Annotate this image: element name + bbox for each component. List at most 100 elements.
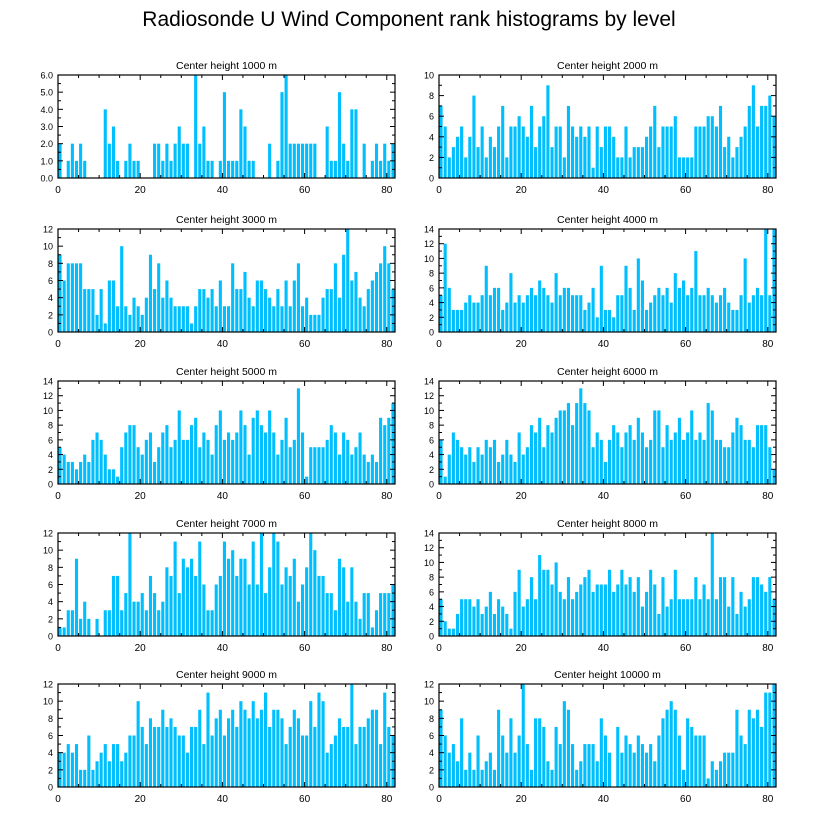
- bar: [99, 289, 103, 332]
- bar: [153, 143, 157, 178]
- x-tick-label: 20: [516, 794, 528, 805]
- bar: [484, 439, 488, 484]
- x-tick-label: 60: [680, 491, 692, 502]
- panel-title: Center height 4000 m: [557, 214, 658, 226]
- bar: [751, 85, 755, 178]
- x-tick-label: 20: [516, 185, 528, 196]
- bar: [95, 314, 99, 332]
- y-tick-label: 0: [429, 480, 434, 490]
- bar: [480, 454, 484, 484]
- bar: [202, 289, 206, 332]
- bar: [370, 454, 374, 484]
- bar: [731, 157, 735, 178]
- y-tick-label: 6: [48, 580, 53, 590]
- bar: [342, 567, 346, 636]
- bar: [706, 403, 710, 484]
- bar: [636, 147, 640, 178]
- bar: [620, 157, 624, 178]
- bar: [95, 618, 99, 636]
- bar: [288, 143, 292, 178]
- bar: [157, 726, 161, 787]
- bar: [157, 143, 161, 178]
- bar: [747, 599, 751, 636]
- bar: [333, 432, 337, 484]
- bar: [79, 143, 83, 178]
- y-tick-label: 0: [48, 480, 53, 490]
- bar: [550, 302, 554, 332]
- bar: [255, 410, 259, 484]
- bar: [358, 297, 362, 332]
- bar: [690, 726, 694, 787]
- bar: [259, 533, 263, 636]
- bar: [755, 126, 760, 178]
- bar: [74, 558, 79, 636]
- bar: [665, 606, 669, 636]
- bar: [317, 314, 321, 332]
- bar: [743, 126, 747, 178]
- y-tick-label: 0: [48, 783, 53, 793]
- bar: [120, 246, 124, 332]
- x-tick-label: 80: [762, 491, 774, 502]
- bar: [247, 160, 251, 178]
- bar: [391, 403, 395, 484]
- bar: [383, 692, 387, 787]
- y-tick-label: 14: [43, 377, 53, 387]
- y-tick-label: 2: [48, 614, 53, 624]
- bar: [764, 105, 768, 178]
- bar: [525, 447, 529, 484]
- bar: [280, 439, 284, 484]
- y-tick-label: 6: [48, 731, 53, 741]
- bar: [439, 105, 443, 178]
- x-tick-label: 0: [436, 794, 442, 805]
- bar: [300, 735, 305, 787]
- bar: [284, 280, 288, 332]
- bar: [649, 744, 653, 787]
- panel-title: Center height 1000 m: [176, 60, 277, 72]
- bar: [305, 735, 309, 787]
- x-tick-label: 40: [217, 643, 229, 654]
- x-tick-label: 60: [680, 185, 692, 196]
- bar: [747, 105, 751, 178]
- bar: [300, 143, 305, 178]
- bar: [546, 425, 550, 484]
- y-tick-label: 5.0: [40, 88, 53, 98]
- y-tick-label: 4.0: [40, 105, 53, 115]
- bar: [513, 302, 517, 332]
- bar: [714, 599, 718, 636]
- bar: [706, 116, 710, 178]
- x-tick-label: 20: [135, 339, 147, 350]
- bar: [227, 558, 231, 636]
- bar: [235, 289, 239, 332]
- bar: [374, 271, 379, 332]
- x-tick-label: 40: [217, 339, 229, 350]
- y-tick-label: 2.0: [40, 139, 53, 149]
- x-tick-label: 40: [598, 339, 610, 350]
- bar: [239, 109, 243, 178]
- y-tick-label: 4: [48, 450, 53, 460]
- bar: [480, 613, 484, 636]
- bar: [501, 309, 505, 332]
- bar: [644, 309, 649, 332]
- panel-title: Center height 3000 m: [176, 214, 277, 226]
- bar: [718, 761, 723, 787]
- y-tick-label: 10: [424, 71, 434, 81]
- bar: [214, 425, 218, 484]
- y-tick-label: 12: [43, 680, 53, 690]
- y-tick-label: 10: [43, 546, 53, 556]
- bar: [198, 289, 202, 332]
- bar: [83, 454, 87, 484]
- bar: [165, 726, 169, 787]
- bar: [694, 735, 698, 787]
- bar: [247, 718, 251, 787]
- bar: [599, 584, 603, 636]
- bar: [472, 769, 476, 787]
- bar: [694, 439, 698, 484]
- bar: [595, 432, 599, 484]
- y-tick-label: 6: [429, 283, 434, 293]
- bar: [517, 735, 521, 787]
- x-tick-label: 60: [299, 491, 311, 502]
- bar: [542, 447, 546, 484]
- y-tick-label: 12: [424, 239, 434, 249]
- y-tick-label: 10: [424, 406, 434, 416]
- bar: [206, 160, 210, 178]
